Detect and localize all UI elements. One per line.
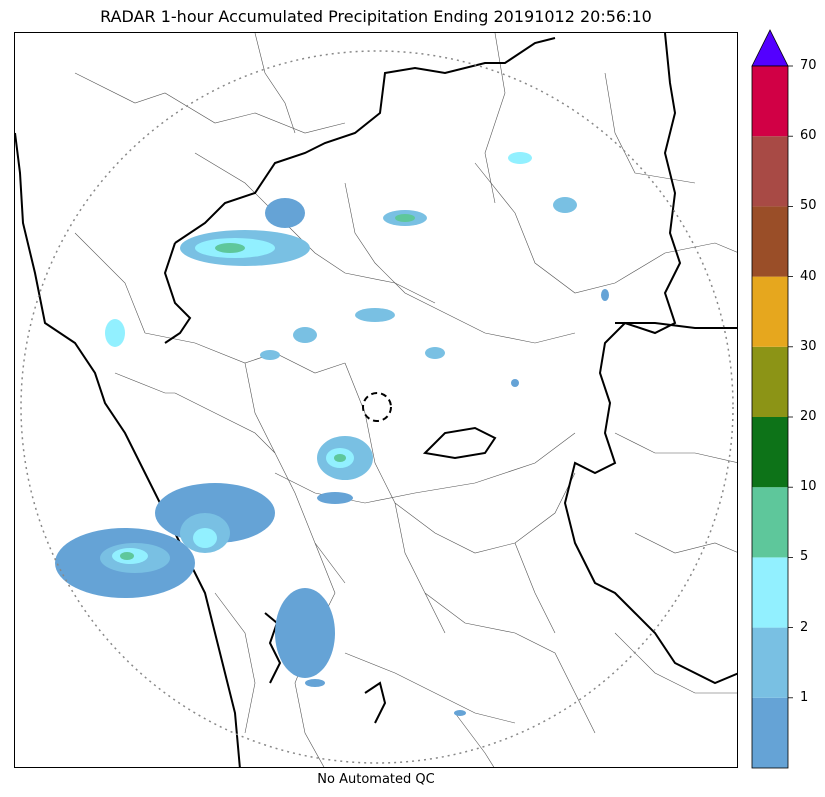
precipitation-cells <box>55 152 609 716</box>
colorbar-bin <box>752 487 788 558</box>
colorbar-tick-label: 40 <box>800 268 817 284</box>
precip-colorbar <box>751 29 793 770</box>
colorbar-extend-triangle <box>751 29 789 67</box>
colorbar-bin <box>752 136 788 207</box>
colorbar-tick-label: 10 <box>800 479 817 495</box>
colorbar-bin <box>752 66 788 137</box>
radar-map-canvas <box>15 33 737 767</box>
qc-note: No Automated QC <box>317 772 435 787</box>
colorbar-tick-label: 2 <box>800 619 809 635</box>
radar-site-marker <box>362 392 392 422</box>
colorbar-tick-label: 60 <box>800 128 817 144</box>
district-boundaries <box>74 33 737 767</box>
colorbar-tick-label: 1 <box>800 689 809 705</box>
colorbar-tick-label: 5 <box>800 549 809 565</box>
colorbar-svg <box>751 29 793 769</box>
colorbar-tick-label: 70 <box>800 58 817 73</box>
colorbar-bin <box>752 697 788 768</box>
colorbar-bin <box>752 627 788 698</box>
colorbar-bin <box>752 417 788 488</box>
colorbar-bin <box>752 346 788 417</box>
colorbar-tick-label: 20 <box>800 409 817 424</box>
colorbar-tick-label: 50 <box>800 198 817 214</box>
colorbar-bin <box>752 206 788 277</box>
radar-map <box>14 32 738 768</box>
colorbar-tick-label: 30 <box>800 338 817 354</box>
radar-range-ring <box>20 50 734 764</box>
colorbar-bin <box>752 557 788 628</box>
state-boundaries <box>15 33 737 767</box>
map-title: RADAR 1-hour Accumulated Precipitation E… <box>100 7 652 26</box>
colorbar-bin <box>752 276 788 347</box>
